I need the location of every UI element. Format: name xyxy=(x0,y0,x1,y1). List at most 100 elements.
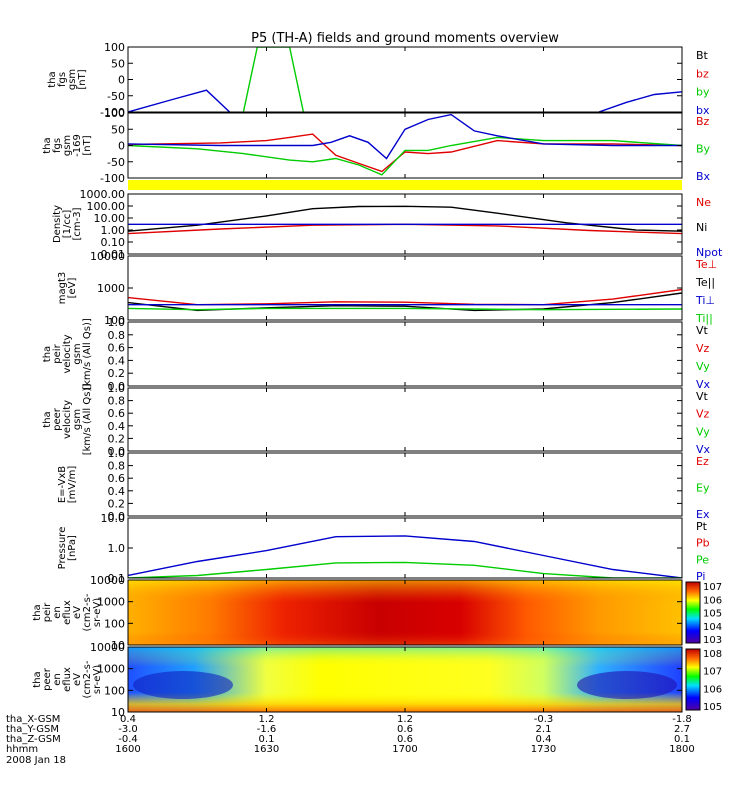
y-axis-label-line: eV xyxy=(72,606,83,619)
y-tick-label: 0.0 xyxy=(108,445,126,458)
colorbar-label: 103 xyxy=(703,635,722,646)
legend-entry: Vy xyxy=(696,360,710,373)
y-tick-label: 0.6 xyxy=(108,342,126,355)
legend-entry: by xyxy=(696,86,710,99)
y-axis-label-line: en xyxy=(52,673,63,686)
x-axis-value: 1730 xyxy=(531,744,556,755)
y-axis-label-line: [mV/m] xyxy=(67,466,78,504)
legend-entry: Te|| xyxy=(695,276,715,289)
y-tick-label: 0.4 xyxy=(108,420,126,433)
y-axis-label-line: sr-eV) xyxy=(92,665,103,694)
y-axis-label-line: peer xyxy=(42,667,53,691)
colorbar-label: 106 xyxy=(703,595,722,606)
y-tick-label: -100 xyxy=(100,172,125,185)
colorbar-label: 107 xyxy=(703,582,722,593)
y-tick-label: 1000.00 xyxy=(80,188,126,201)
y-axis-label-line: [1/cc] xyxy=(62,210,73,239)
x-axis-value: 0.6 xyxy=(397,734,413,745)
y-tick-label: 1.0 xyxy=(108,382,126,395)
x-axis-row-label: 2008 Jan 18 xyxy=(6,755,66,766)
y-tick-label: 0.4 xyxy=(108,485,126,498)
y-tick-label: 1.0 xyxy=(108,542,126,555)
y-axis-label-line: eflux xyxy=(62,600,73,625)
y-tick-label: 100 xyxy=(104,314,125,327)
figure-title: P5 (TH-A) fields and ground moments over… xyxy=(251,31,559,46)
legend-entry: Ez xyxy=(696,455,709,468)
legend-entry: Vx xyxy=(696,443,711,456)
y-tick-label: -100 xyxy=(100,106,125,119)
y-axis-label-line: (cm2-s- xyxy=(82,593,93,631)
series-Bx xyxy=(128,113,682,160)
y-tick-label: 10000 xyxy=(90,250,125,263)
series-Ni xyxy=(128,205,682,232)
x-axis-value: -1.6 xyxy=(257,724,277,735)
x-axis-value: 1.2 xyxy=(259,714,275,725)
y-axis-label-line: gsm xyxy=(72,409,83,430)
x-axis-value: 0.1 xyxy=(259,734,275,745)
y-tick-label: 0.10 xyxy=(101,236,126,249)
x-axis-value: 0.4 xyxy=(120,714,136,725)
y-tick-label: 0 xyxy=(118,74,125,87)
legend-entry: bx xyxy=(696,104,710,117)
legend-entry: Bx xyxy=(696,170,711,183)
y-tick-label: 0.0 xyxy=(108,380,126,393)
panel-frame-efield xyxy=(127,452,683,517)
line-plot-layer xyxy=(128,47,682,578)
text-layer: P5 (TH-A) fields and ground moments over… xyxy=(6,31,723,766)
y-tick-label: 10.00 xyxy=(94,212,126,225)
spectrogram-layer xyxy=(128,580,682,712)
y-tick-label: 1000 xyxy=(97,282,125,295)
y-axis-label-line: [cm-3] xyxy=(72,207,83,240)
y-tick-label: 0.8 xyxy=(108,329,126,342)
y-axis-label-line: [km/s (All Qs)] xyxy=(82,318,93,390)
y-axis-label-line: E=-VxB xyxy=(57,466,68,503)
x-axis-value: -0.4 xyxy=(118,734,138,745)
y-tick-label: 10000 xyxy=(90,574,125,587)
y-tick-label: 1.0 xyxy=(108,447,126,460)
y-axis-label-line: fgs xyxy=(52,138,63,153)
legend-entry: Vz xyxy=(696,342,710,355)
series-Ti|| xyxy=(128,307,682,311)
y-tick-label: 0.6 xyxy=(108,407,126,420)
y-axis-label-line: sr-eV) xyxy=(92,598,103,627)
x-axis-value: 1.2 xyxy=(397,714,413,725)
x-axis-value: 2.7 xyxy=(674,724,690,735)
x-axis-value: 1600 xyxy=(115,744,140,755)
y-tick-label: 1000 xyxy=(97,663,125,676)
colorbar-label: 105 xyxy=(703,702,722,713)
electron-core-right xyxy=(577,671,677,699)
colorbar xyxy=(685,581,701,644)
y-axis-label-line: gsm xyxy=(67,69,78,90)
legend-entry: Vz xyxy=(696,408,710,421)
y-axis-label-line: tha xyxy=(32,671,43,687)
y-axis-label-line: tha xyxy=(42,411,53,427)
y-axis-label-line: eflux xyxy=(62,667,73,692)
y-tick-label: -50 xyxy=(107,90,125,103)
legend-entry: Pe xyxy=(696,553,709,566)
y-axis-label-line: tha xyxy=(47,71,58,87)
y-axis-label-line: en xyxy=(52,606,63,619)
series-Bz xyxy=(128,133,682,173)
y-tick-label: 0.2 xyxy=(108,367,126,380)
y-tick-label: 0.8 xyxy=(108,395,126,408)
series-By xyxy=(128,136,682,176)
y-axis-label-line: [km/s (All Qs)] xyxy=(82,384,93,456)
legend-entry: Ti⊥ xyxy=(695,294,715,307)
y-tick-label: 0.1 xyxy=(108,572,126,585)
series-by xyxy=(242,47,305,112)
x-axis-value: 1700 xyxy=(392,744,417,755)
x-axis-row-label: tha_X-GSM xyxy=(6,714,60,725)
legend-entry: Pt xyxy=(696,520,708,533)
series-Pi xyxy=(128,535,682,578)
y-tick-label: 1.0 xyxy=(108,316,126,329)
y-tick-label: -50 xyxy=(107,156,125,169)
panel-frame-peer_vel xyxy=(127,387,683,452)
y-axis-label-line: -169 xyxy=(72,134,83,157)
y-tick-label: 0.6 xyxy=(108,472,126,485)
legend-entry: bz xyxy=(696,67,709,80)
y-tick-label: 0.8 xyxy=(108,460,126,473)
legend-entry: By xyxy=(696,143,711,156)
y-tick-label: 0 xyxy=(118,140,125,153)
colorbar-label: 106 xyxy=(703,684,722,695)
